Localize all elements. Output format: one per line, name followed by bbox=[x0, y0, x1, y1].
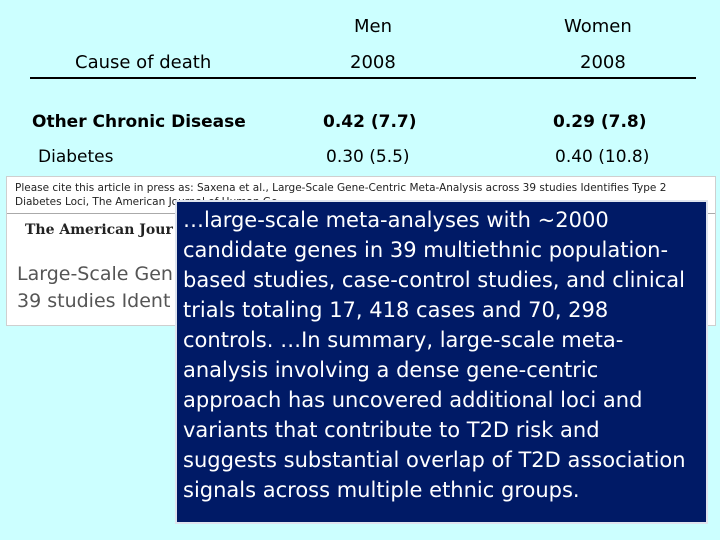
quote-box: …large-scale meta-analyses with ~2000 ca… bbox=[175, 200, 708, 524]
header-women: Women bbox=[564, 16, 632, 37]
header-men-year: 2008 bbox=[350, 52, 396, 73]
header-cause-of-death: Cause of death bbox=[75, 52, 212, 73]
header-rule bbox=[30, 77, 696, 79]
article-citation: Please cite this article in press as: Sa… bbox=[15, 182, 667, 208]
header-men: Men bbox=[354, 16, 393, 37]
article-title-line-1: Large-Scale Gen bbox=[17, 263, 173, 285]
article-journal-name: The American Jour bbox=[25, 222, 173, 238]
row-women-diabetes: 0.40 (10.8) bbox=[555, 147, 650, 167]
article-title: Large-Scale Gen 39 studies Ident bbox=[17, 261, 173, 315]
header-women-year: 2008 bbox=[580, 52, 626, 73]
row-cause-diabetes: Diabetes bbox=[38, 147, 114, 167]
row-cause-other-chronic: Other Chronic Disease bbox=[32, 112, 246, 132]
article-title-line-2: 39 studies Ident bbox=[17, 290, 171, 312]
row-men-other-chronic: 0.42 (7.7) bbox=[323, 112, 417, 132]
row-women-other-chronic: 0.29 (7.8) bbox=[553, 112, 647, 132]
row-men-diabetes: 0.30 (5.5) bbox=[326, 147, 410, 167]
